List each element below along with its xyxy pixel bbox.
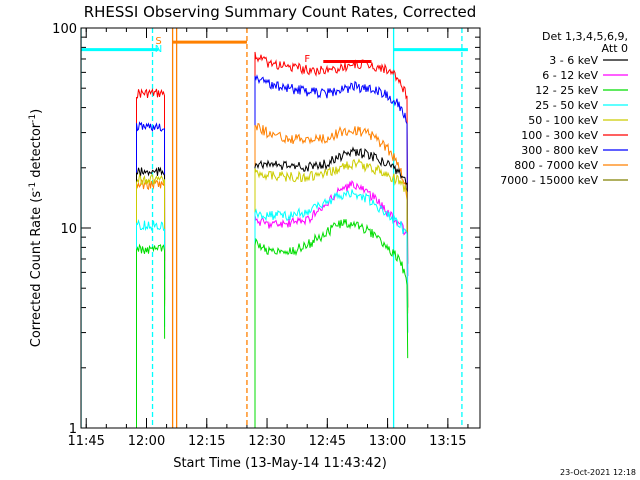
legend-label: 12 - 25 keV <box>535 84 598 97</box>
series-line <box>254 51 409 428</box>
legend-label: 50 - 100 keV <box>528 114 598 127</box>
annotations: SN F <box>155 36 311 65</box>
series-line <box>254 189 409 428</box>
series-line <box>136 218 166 428</box>
y-axis-label: Corrected Count Rate (s-1 detector-1) <box>28 109 44 347</box>
series-line <box>254 180 409 428</box>
legend-label: 300 - 800 keV <box>521 144 598 157</box>
series-line <box>136 88 166 428</box>
annotation-label-n: N <box>155 44 162 55</box>
legend-label: 100 - 300 keV <box>521 129 598 142</box>
y-axis-label-mid: detector <box>29 122 44 182</box>
legend-header: Det 1,3,4,5,6,9, <box>542 30 628 43</box>
legend-label: 25 - 50 keV <box>535 99 598 112</box>
series-line <box>254 122 409 428</box>
x-tick-label: 12:00 <box>128 434 165 449</box>
axes-frame <box>80 27 481 429</box>
legend-label: 7000 - 15000 keV <box>500 174 598 187</box>
x-tick-label: 12:45 <box>309 434 346 449</box>
series-line <box>254 146 409 428</box>
series-line <box>136 173 166 428</box>
y-axis-label-sup1: -1 <box>28 182 38 191</box>
y-axis-label-sup2: -1 <box>28 114 38 123</box>
annotation-label-s: S <box>155 36 161 47</box>
series-line <box>254 158 409 428</box>
annotation-label-f: F <box>304 54 310 65</box>
legend-label: 6 - 12 keV <box>542 69 598 82</box>
series-line <box>136 178 166 428</box>
series-line <box>136 121 166 428</box>
series-line <box>136 243 166 428</box>
x-tick-label: 13:00 <box>369 434 406 449</box>
x-tick-label: 12:15 <box>188 434 225 449</box>
series-line <box>136 166 166 428</box>
y-tick-label: 100 <box>52 22 77 37</box>
legend: Det 1,3,4,5,6,9,Att 0 3 - 6 keV 6 - 12 keV… <box>500 30 628 187</box>
plot-area <box>81 28 468 428</box>
legend-header: Att 0 <box>602 42 628 55</box>
x-tick-label: 13:15 <box>429 434 466 449</box>
x-axis-label: Start Time (13-May-14 11:43:42) <box>173 456 387 471</box>
chart-title: RHESSI Observing Summary Count Rates, Co… <box>84 3 477 21</box>
x-tick-label: 12:30 <box>248 434 285 449</box>
y-tick-label: 1 <box>69 422 77 437</box>
y-axis-label-pre: Corrected Count Rate (s <box>29 191 44 348</box>
y-axis-label-post: ) <box>29 109 44 114</box>
series-line <box>254 219 409 428</box>
y-tick-label: 10 <box>60 222 77 237</box>
x-tick-label: 11:45 <box>67 434 104 449</box>
legend-label: 800 - 7000 keV <box>514 159 598 172</box>
legend-label: 3 - 6 keV <box>549 54 598 67</box>
series-line <box>254 74 409 428</box>
timestamp: 23-Oct-2021 12:18 <box>560 468 636 477</box>
axis-ticks: 11:45 12:00 12:15 12:30 12:45 13:00 13:15 1 10 10… <box>52 22 480 449</box>
